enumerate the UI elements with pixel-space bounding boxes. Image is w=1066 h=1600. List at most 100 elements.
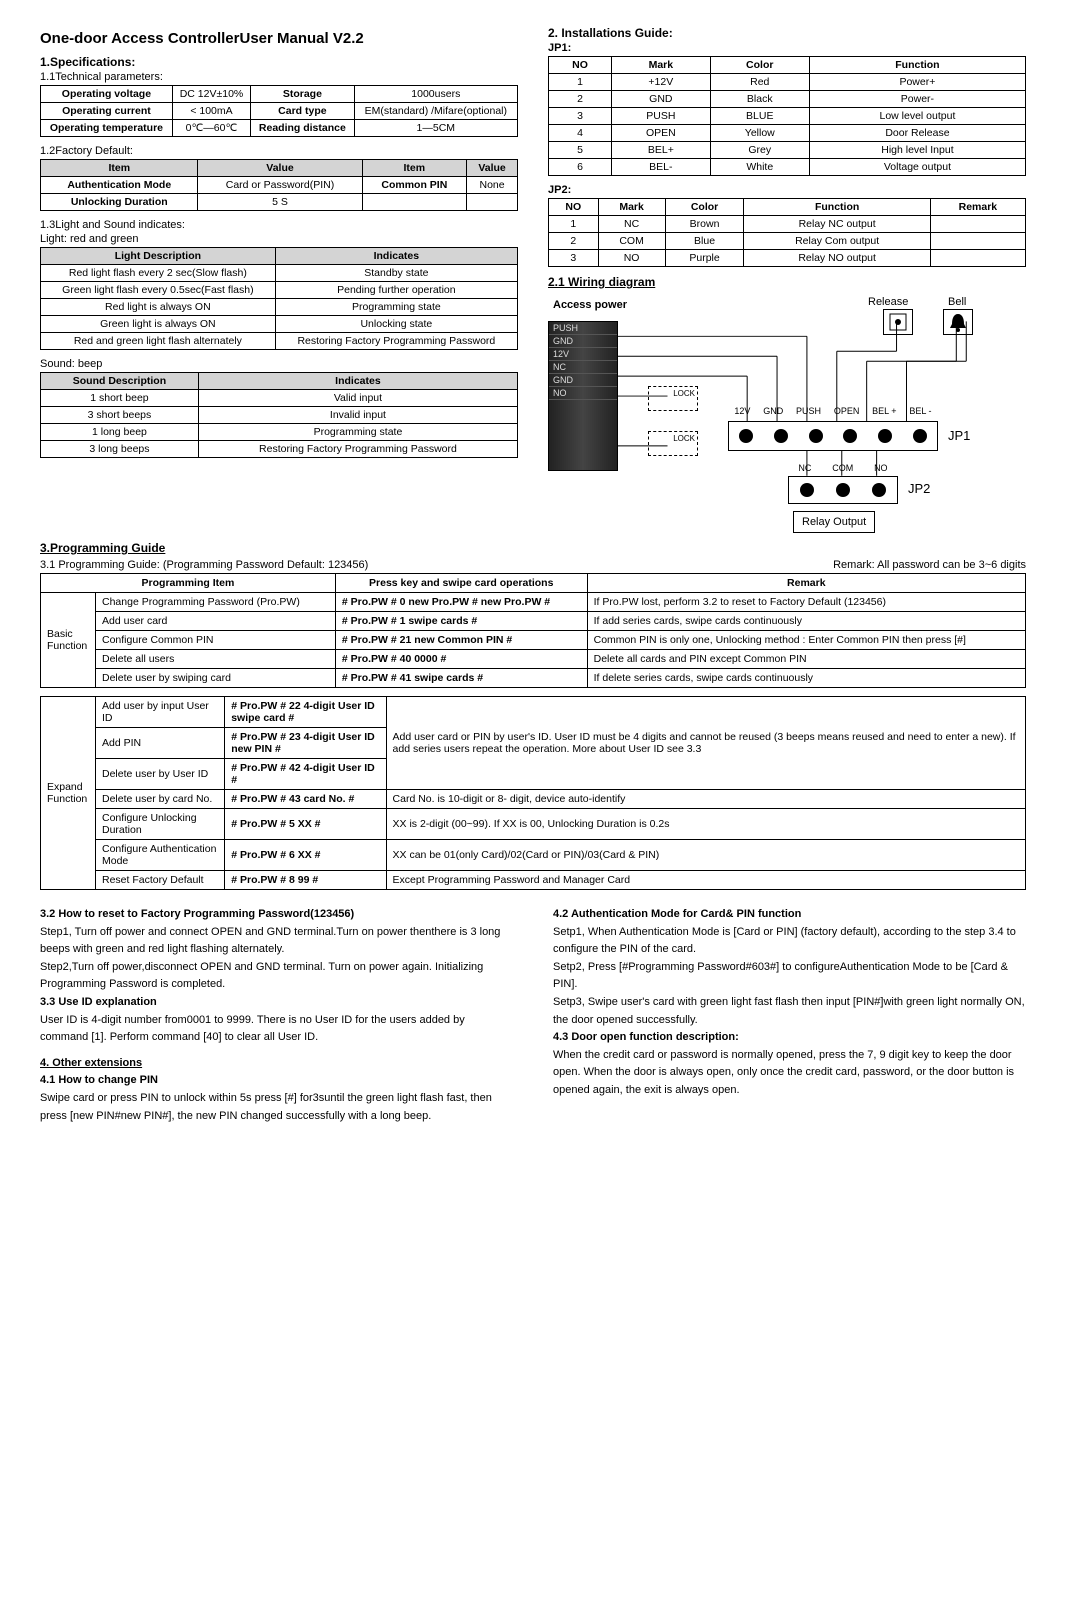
- jp1-dot: [809, 429, 823, 443]
- doc-title: One-door Access ControllerUser Manual V2…: [40, 30, 518, 47]
- left-column: One-door Access ControllerUser Manual V2…: [40, 20, 518, 531]
- lt-r2c0: Red light is always ON: [41, 299, 276, 316]
- jp1-r3c3: Door Release: [809, 125, 1025, 142]
- sd-r0c0: 1 short beep: [41, 390, 199, 407]
- jp2p0: NC: [798, 463, 811, 473]
- s32a: Step1, Turn off power and connect OPEN a…: [40, 924, 513, 959]
- jp2-terminal: [788, 476, 898, 504]
- fd-r2c1: Unlocking Duration: [41, 194, 198, 211]
- e5c0: Configure Authentication Mode: [96, 840, 225, 871]
- b1c0: Add user card: [96, 612, 336, 631]
- lt-r0c1: Standby state: [275, 265, 517, 282]
- jp1p1: GND: [763, 406, 783, 416]
- jp1-r5c3: Voltage output: [809, 159, 1025, 176]
- jp2-r2c0: 3: [549, 250, 599, 267]
- b0c1: # Pro.PW # 0 new Pro.PW # new Pro.PW #: [335, 593, 587, 612]
- lt-h2: Indicates: [275, 248, 517, 265]
- lt-r1c1: Pending further operation: [275, 282, 517, 299]
- tech-r2c1: Operating current: [41, 103, 173, 120]
- light-table: Light Description Indicates Red light fl…: [40, 247, 518, 350]
- jp1-r2c2: BLUE: [710, 108, 809, 125]
- jp1-r0c3: Power+: [809, 74, 1025, 91]
- jp1-r1c2: Black: [710, 91, 809, 108]
- fd-h1: Item: [41, 160, 198, 177]
- pin-push: PUSH: [549, 322, 617, 335]
- fd-r1c3: Common PIN: [362, 177, 467, 194]
- bell-icon: [943, 309, 973, 335]
- pin-nc: NC: [549, 361, 617, 374]
- sd-r2c0: 1 long beep: [41, 424, 199, 441]
- jp1-dot: [774, 429, 788, 443]
- jp2-r1c4: [930, 233, 1025, 250]
- s42a: Setp1, When Authentication Mode is [Card…: [553, 924, 1026, 959]
- e6c0: Reset Factory Default: [96, 871, 225, 890]
- b1c1: # Pro.PW # 1 swipe cards #: [335, 612, 587, 631]
- lock2-box: LOCK: [648, 431, 698, 456]
- jp2-h4: Remark: [930, 199, 1025, 216]
- lt-r3c1: Unlocking state: [275, 316, 517, 333]
- lt-r4c0: Red and green light flash alternately: [41, 333, 276, 350]
- s42b: Setp2, Press [#Programming Password#603#…: [553, 959, 1026, 994]
- jp2-r0c3: Relay NC output: [744, 216, 930, 233]
- jp2-h1: Mark: [598, 199, 665, 216]
- fd-r2c4: [467, 194, 518, 211]
- page: One-door Access ControllerUser Manual V2…: [40, 20, 1026, 1125]
- b3c2: Delete all cards and PIN except Common P…: [587, 650, 1025, 669]
- e5c1: # Pro.PW # 6 XX #: [225, 840, 386, 871]
- e0c2: Add user card or PIN by user's ID. User …: [386, 697, 1025, 790]
- pin-no: NO: [549, 387, 617, 400]
- lt-r2c1: Programming state: [275, 299, 517, 316]
- lt-r3c0: Green light is always ON: [41, 316, 276, 333]
- prog-h1: Press key and swipe card operations: [335, 574, 587, 593]
- fd-r1c1: Authentication Mode: [41, 177, 198, 194]
- e6c1: # Pro.PW # 8 99 #: [225, 871, 386, 890]
- e4c0: Configure Unlocking Duration: [96, 809, 225, 840]
- b2c1: # Pro.PW # 21 new Common PIN #: [335, 631, 587, 650]
- b4c0: Delete user by swiping card: [96, 669, 336, 688]
- jp1p3: OPEN: [834, 406, 860, 416]
- pin-gnd2: GND: [549, 374, 617, 387]
- fd-h3: Item: [362, 160, 467, 177]
- s42c: Setp3, Swipe user's card with green ligh…: [553, 994, 1026, 1029]
- bottom-right: 4.2 Authentication Mode for Card& PIN fu…: [553, 906, 1026, 1125]
- jp2-r0c0: 1: [549, 216, 599, 233]
- jp1-r0c1: +12V: [612, 74, 711, 91]
- sec1-3b-heading: Light: red and green: [40, 233, 518, 245]
- s43h: 4.3 Door open function description:: [553, 1029, 1026, 1047]
- access-device-icon: PUSH GND 12V NC GND NO: [548, 321, 618, 471]
- b3c1: # Pro.PW # 40 0000 #: [335, 650, 587, 669]
- jp1-r2c0: 3: [549, 108, 612, 125]
- lt-r0c0: Red light flash every 2 sec(Slow flash): [41, 265, 276, 282]
- jp1-r4c3: High level Input: [809, 142, 1025, 159]
- sd-r3c1: Restoring Factory Programming Password: [198, 441, 517, 458]
- jp2-text: JP2: [908, 481, 930, 496]
- jp1-r4c0: 5: [549, 142, 612, 159]
- b2c0: Configure Common PIN: [96, 631, 336, 650]
- jp2-r2c1: NO: [598, 250, 665, 267]
- e4c1: # Pro.PW # 5 XX #: [225, 809, 386, 840]
- s32b: Step2,Turn off power,disconnect OPEN and…: [40, 959, 513, 994]
- jp1-r4c1: BEL+: [612, 142, 711, 159]
- sec2-heading: 2. Installations Guide:: [548, 26, 1026, 40]
- tech-r1c1: Operating voltage: [41, 86, 173, 103]
- tech-r2c2: < 100mA: [172, 103, 250, 120]
- jp2-r1c2: Blue: [665, 233, 744, 250]
- jp1-r3c0: 4: [549, 125, 612, 142]
- prog-h0: Programming Item: [41, 574, 336, 593]
- fd-r2c3: [362, 194, 467, 211]
- sound-label: Sound: beep: [40, 358, 518, 370]
- e3c1: # Pro.PW # 43 card No. #: [225, 790, 386, 809]
- sd-h2: Indicates: [198, 373, 517, 390]
- lt-r4c1: Restoring Factory Programming Password: [275, 333, 517, 350]
- sd-r3c0: 3 long beeps: [41, 441, 199, 458]
- relay-output-label: Relay Output: [793, 511, 875, 533]
- jp1-r1c0: 2: [549, 91, 612, 108]
- fd-r2c2: 5 S: [198, 194, 362, 211]
- tech-r1c2: DC 12V±10%: [172, 86, 250, 103]
- lock1-box: LOCK: [648, 386, 698, 411]
- access-power-label: Access power: [553, 299, 627, 311]
- s4h: 4. Other extensions: [40, 1055, 513, 1073]
- top-columns: One-door Access ControllerUser Manual V2…: [40, 20, 1026, 531]
- release-icon: [883, 309, 913, 335]
- sec3-sub: 3.1 Programming Guide: (Programming Pass…: [40, 559, 368, 571]
